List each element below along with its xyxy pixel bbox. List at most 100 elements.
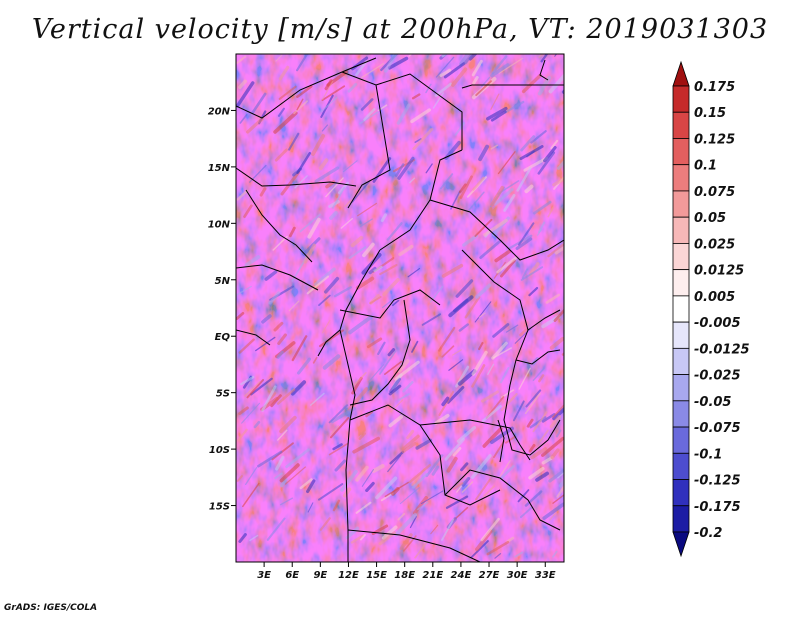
field-streak: [505, 324, 519, 333]
field-streak: [446, 456, 458, 473]
field-streak: [401, 434, 420, 451]
border-segment: [317, 249, 381, 357]
field-streak: [296, 98, 304, 111]
field-streak: [441, 518, 455, 541]
field-streak: [240, 375, 255, 386]
field-streak: [483, 485, 496, 498]
field-streak: [401, 441, 417, 454]
field-streak: [490, 144, 499, 150]
field-streak: [384, 360, 403, 375]
colorbar-bin: [672, 374, 690, 402]
field-streak: [388, 384, 402, 396]
field-streak: [394, 360, 420, 381]
field-streak: [329, 210, 338, 220]
field-streak: [535, 471, 550, 482]
field-streak: [379, 264, 398, 276]
colorbar-label: 0.0125: [694, 264, 744, 279]
field-streak: [334, 459, 347, 472]
field-streak: [365, 481, 375, 493]
field-streak: [368, 266, 377, 275]
field-streak: [398, 392, 410, 401]
field-streak: [320, 96, 338, 113]
field-streak: [494, 249, 511, 263]
field-streak: [357, 202, 378, 217]
field-streak: [471, 350, 488, 376]
field-streak: [261, 385, 277, 412]
field-streak: [526, 418, 534, 428]
field-streak: [328, 404, 349, 424]
field-streak: [250, 377, 273, 396]
field-streak: [491, 55, 508, 75]
field-streak: [490, 93, 500, 110]
field-streak: [275, 54, 283, 62]
field-streak: [375, 476, 398, 500]
field-streak: [279, 497, 294, 506]
field-streak: [556, 159, 564, 170]
field-streak: [384, 54, 398, 73]
field-streak: [319, 517, 331, 531]
border-segment: [539, 59, 549, 81]
field-streak: [506, 536, 515, 543]
field-streak: [322, 354, 341, 370]
field-streak: [236, 81, 255, 108]
field-streak: [443, 62, 466, 79]
border-segment: [461, 249, 529, 386]
field-streak: [523, 156, 549, 172]
field-streak: [408, 54, 413, 57]
field-streak: [397, 359, 410, 373]
field-streak: [493, 440, 505, 459]
field-streak: [399, 486, 420, 505]
map-title: Vertical velocity [m/s] at 200hPa, VT: 2…: [31, 14, 769, 45]
field-streak: [274, 148, 288, 162]
field-streak: [236, 189, 248, 201]
field-streak: [553, 308, 564, 322]
field-streak: [440, 173, 454, 190]
field-streak: [514, 551, 524, 558]
border-segment: [341, 71, 463, 150]
field-streak: [242, 482, 260, 508]
field-streak: [277, 107, 285, 117]
field-streak: [547, 206, 555, 218]
field-streak: [498, 57, 524, 74]
field-streak: [460, 462, 469, 472]
field-streak: [273, 111, 298, 134]
field-streak: [441, 345, 455, 358]
field-streak: [519, 145, 544, 161]
field-streak: [421, 313, 442, 326]
field-streak: [561, 352, 564, 356]
field-streak: [318, 158, 329, 171]
field-streak: [459, 54, 471, 66]
field-streak: [561, 89, 564, 94]
field-streak: [554, 54, 558, 57]
colorbar-bin: [672, 190, 690, 218]
colorbar-label: -0.0125: [694, 342, 750, 357]
field-streak: [450, 190, 461, 210]
field-streak: [347, 82, 358, 93]
field-streak: [499, 366, 510, 384]
field-streak: [468, 191, 485, 211]
border-segment: [339, 289, 441, 319]
border-segment: [349, 299, 411, 406]
field-streak: [238, 79, 248, 90]
field-streak: [291, 335, 308, 362]
field-streak: [297, 357, 312, 375]
field-streak: [368, 364, 385, 383]
field-streak: [261, 314, 272, 324]
field-streak: [530, 447, 548, 460]
lon-tick-label: 6E: [285, 570, 299, 581]
field-streak: [355, 60, 368, 77]
field-streak: [525, 389, 542, 408]
field-streak: [479, 239, 502, 259]
field-streak: [500, 393, 518, 412]
field-streak: [455, 279, 474, 298]
field-streak: [411, 340, 419, 353]
field-streak: [347, 387, 369, 412]
field-streak: [241, 402, 261, 424]
field-streak: [392, 299, 400, 307]
field-streak: [538, 374, 545, 383]
field-streak: [340, 469, 358, 492]
lat-tick-label: 5N: [215, 276, 231, 287]
colorbar-bin: [672, 321, 690, 349]
field-streak: [550, 448, 560, 460]
field-streak: [459, 175, 473, 199]
